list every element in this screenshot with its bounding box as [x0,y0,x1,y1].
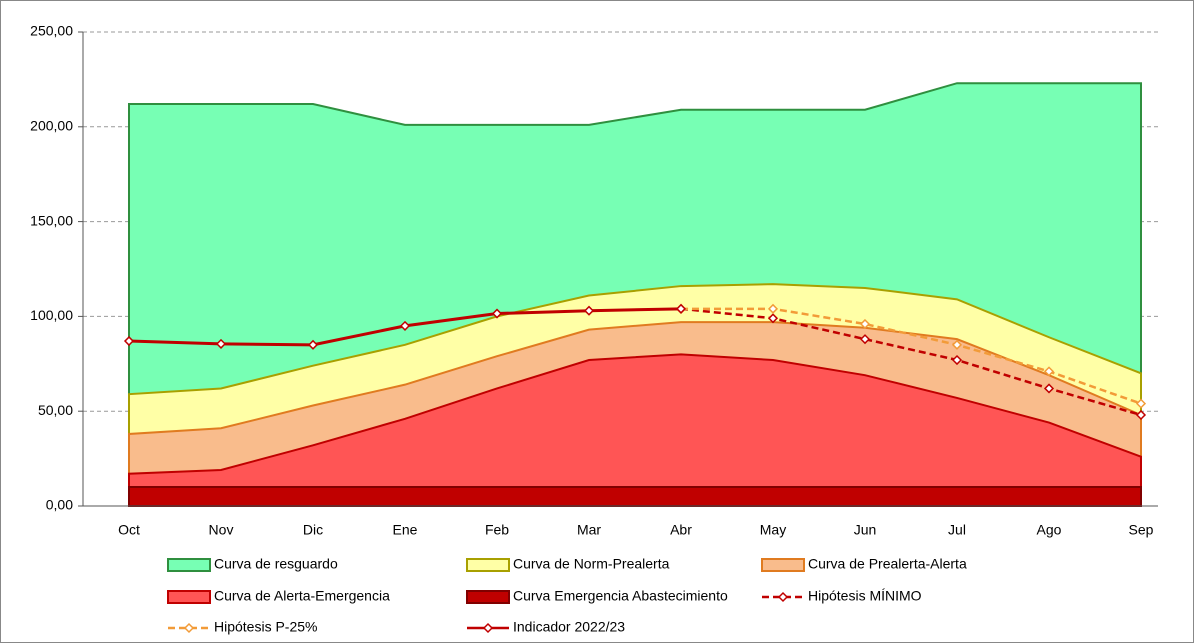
marker [215,338,227,349]
legend-swatch [167,558,211,572]
legend-label: Indicador 2022/23 [513,619,625,635]
x-tick-label: Abr [670,522,692,538]
x-tick-label: Jul [948,522,966,538]
x-tick-label: Mar [577,522,601,538]
x-tick-label: Ene [393,522,418,538]
x-tick-label: Feb [485,522,509,538]
legend-swatch [466,558,510,572]
legend-label: Curva de Norm-Prealerta [513,556,670,572]
marker [399,320,411,331]
legend-marker [183,622,195,634]
legend-marker [777,591,789,603]
x-tick-label: May [760,522,786,538]
area [128,353,1142,507]
legend-item: Curva Emergencia Abastecimiento [466,588,728,604]
legend-label: Curva de resguardo [214,556,338,572]
marker [1135,409,1147,421]
legend-marker [482,622,494,634]
legend-label: Curva de Prealerta-Alerta [808,556,967,572]
marker [583,305,595,316]
line [681,307,1142,405]
legend-swatch [167,590,211,604]
x-tick-label: Oct [118,522,140,538]
x-tick-label: Ago [1037,522,1062,538]
legend-item: Curva de Alerta-Emergencia [167,588,390,604]
y-tick-label: 100,00 [30,307,73,323]
legend-label: Hipótesis P-25% [214,619,318,635]
marker [951,339,963,350]
marker [767,303,779,314]
marker [859,318,871,330]
legend-item: Curva de resguardo [167,556,338,572]
legend-label: Curva de Alerta-Emergencia [214,588,390,604]
legend-item: Curva de Norm-Prealerta [466,556,670,572]
marker [675,303,687,314]
legend-label: Hipótesis MÍNIMO [808,588,922,604]
x-tick-label: Nov [209,522,234,538]
y-tick-label: 150,00 [30,212,73,228]
legend-item: Curva de Prealerta-Alerta [761,556,967,572]
marker [1043,366,1055,377]
legend-item: Hipótesis MÍNIMO [762,588,922,604]
legend-swatch [761,558,805,572]
x-tick-label: Dic [303,522,323,538]
marker [767,313,779,324]
x-tick-label: Jun [854,522,877,538]
y-tick-label: 250,00 [30,23,73,39]
legend-swatch [466,590,510,604]
y-tick-label: 0,00 [46,497,73,513]
marker [951,354,963,366]
marker [1135,398,1147,409]
line [680,307,1142,417]
area [128,486,1142,507]
legend-item: Hipótesis P-25% [168,619,318,635]
x-tick-label: Sep [1129,522,1154,538]
marker [1043,383,1055,394]
y-tick-label: 200,00 [30,118,73,134]
y-tick-label: 50,00 [38,402,73,418]
marker [491,308,503,319]
marker [307,339,319,350]
marker [859,334,871,345]
legend-item: Indicador 2022/23 [467,619,625,635]
marker [123,335,135,347]
legend-label: Curva Emergencia Abastecimiento [513,588,728,604]
